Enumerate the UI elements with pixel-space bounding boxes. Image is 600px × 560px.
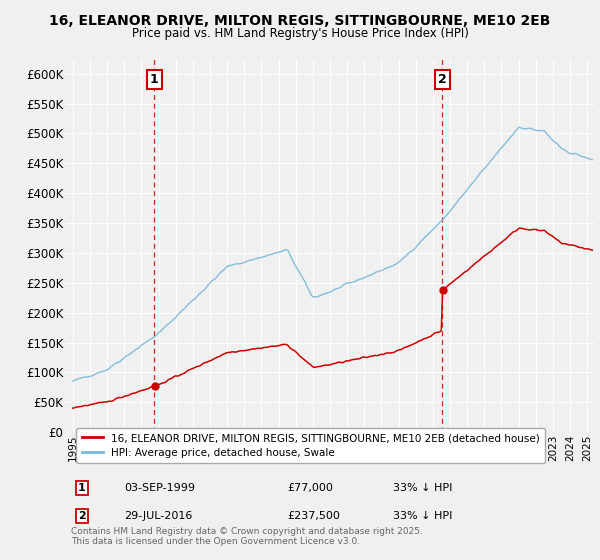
- Text: 33% ↓ HPI: 33% ↓ HPI: [394, 483, 453, 493]
- Text: 1: 1: [78, 483, 86, 493]
- Text: 29-JUL-2016: 29-JUL-2016: [124, 511, 193, 521]
- Text: 2: 2: [438, 73, 447, 86]
- Text: £77,000: £77,000: [288, 483, 334, 493]
- Legend: 16, ELEANOR DRIVE, MILTON REGIS, SITTINGBOURNE, ME10 2EB (detached house), HPI: : 16, ELEANOR DRIVE, MILTON REGIS, SITTING…: [76, 428, 545, 463]
- Text: Price paid vs. HM Land Registry's House Price Index (HPI): Price paid vs. HM Land Registry's House …: [131, 27, 469, 40]
- Text: 16, ELEANOR DRIVE, MILTON REGIS, SITTINGBOURNE, ME10 2EB: 16, ELEANOR DRIVE, MILTON REGIS, SITTING…: [49, 14, 551, 28]
- Text: 2: 2: [78, 511, 86, 521]
- Text: £237,500: £237,500: [288, 511, 341, 521]
- Text: 33% ↓ HPI: 33% ↓ HPI: [394, 511, 453, 521]
- Text: Contains HM Land Registry data © Crown copyright and database right 2025.
This d: Contains HM Land Registry data © Crown c…: [71, 527, 423, 547]
- Text: 03-SEP-1999: 03-SEP-1999: [124, 483, 195, 493]
- Text: 1: 1: [150, 73, 158, 86]
